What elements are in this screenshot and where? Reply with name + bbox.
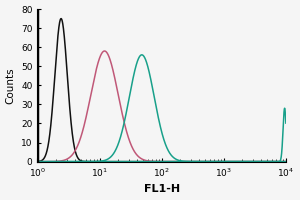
Y-axis label: Counts: Counts bbox=[6, 67, 16, 104]
X-axis label: FL1-H: FL1-H bbox=[144, 184, 180, 194]
